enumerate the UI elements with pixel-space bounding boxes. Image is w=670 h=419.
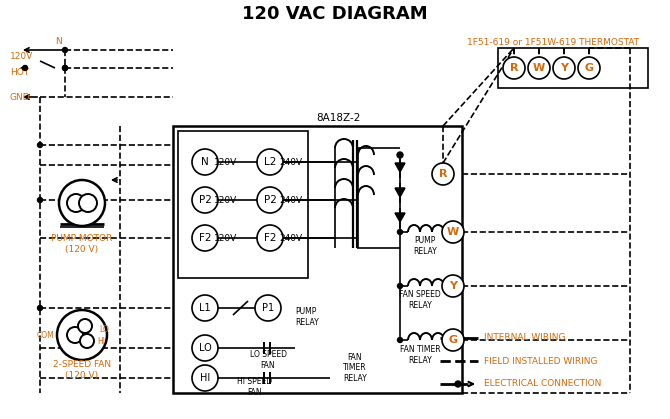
Text: 120V: 120V — [214, 196, 238, 204]
Circle shape — [397, 337, 403, 342]
Text: G: G — [584, 63, 594, 73]
Text: GND: GND — [10, 93, 31, 101]
Polygon shape — [395, 213, 405, 222]
Circle shape — [79, 194, 97, 212]
Circle shape — [578, 57, 600, 79]
Circle shape — [38, 305, 42, 310]
Circle shape — [255, 295, 281, 321]
Text: 120 VAC DIAGRAM: 120 VAC DIAGRAM — [242, 5, 428, 23]
Bar — [173, 126, 462, 393]
Circle shape — [38, 197, 42, 202]
Text: COM: COM — [36, 331, 54, 339]
Text: LO: LO — [99, 326, 109, 334]
Text: HI: HI — [97, 337, 105, 347]
Text: F2: F2 — [199, 233, 211, 243]
Text: 2-SPEED FAN
(120 V): 2-SPEED FAN (120 V) — [53, 360, 111, 380]
Text: PUMP MOTOR
(120 V): PUMP MOTOR (120 V) — [52, 234, 113, 253]
Text: HOT: HOT — [10, 67, 29, 77]
Text: R: R — [439, 169, 448, 179]
Circle shape — [442, 275, 464, 297]
Circle shape — [192, 335, 218, 361]
Circle shape — [442, 329, 464, 351]
Text: 240V: 240V — [279, 158, 303, 166]
Text: P1: P1 — [262, 303, 274, 313]
Text: L1: L1 — [199, 303, 211, 313]
Text: FAN TIMER
RELAY: FAN TIMER RELAY — [400, 345, 440, 365]
Text: N: N — [55, 36, 62, 46]
Text: P2: P2 — [198, 195, 212, 205]
Text: W: W — [533, 63, 545, 73]
Text: 240V: 240V — [279, 196, 303, 204]
Text: Y: Y — [449, 281, 457, 291]
Text: 8A18Z-2: 8A18Z-2 — [316, 113, 360, 123]
Circle shape — [528, 57, 550, 79]
Bar — [178, 131, 308, 278]
Circle shape — [257, 225, 283, 251]
Circle shape — [192, 149, 218, 175]
Text: HI SPEED
FAN: HI SPEED FAN — [237, 377, 273, 397]
Circle shape — [59, 180, 105, 226]
Polygon shape — [395, 188, 405, 197]
Text: LO: LO — [198, 343, 211, 353]
Text: PUMP
RELAY: PUMP RELAY — [413, 236, 437, 256]
Circle shape — [192, 365, 218, 391]
Text: G: G — [448, 335, 458, 345]
Circle shape — [62, 65, 68, 70]
Text: FAN SPEED
RELAY: FAN SPEED RELAY — [399, 290, 441, 310]
Circle shape — [57, 310, 107, 360]
Circle shape — [78, 319, 92, 333]
Text: PUMP
RELAY: PUMP RELAY — [295, 307, 319, 327]
Circle shape — [67, 327, 83, 343]
Text: 120V: 120V — [214, 158, 238, 166]
Circle shape — [455, 381, 461, 387]
Circle shape — [503, 57, 525, 79]
Text: W: W — [447, 227, 459, 237]
Circle shape — [192, 225, 218, 251]
Circle shape — [38, 142, 42, 147]
Text: ELECTRICAL CONNECTION: ELECTRICAL CONNECTION — [484, 380, 602, 388]
Text: FIELD INSTALLED WIRING: FIELD INSTALLED WIRING — [484, 357, 598, 365]
Bar — [498, 48, 648, 88]
Circle shape — [62, 65, 68, 70]
Text: 1F51-619 or 1F51W-619 THERMOSTAT: 1F51-619 or 1F51W-619 THERMOSTAT — [467, 37, 639, 47]
Circle shape — [397, 152, 403, 158]
Text: P2: P2 — [263, 195, 277, 205]
Text: HI: HI — [200, 373, 210, 383]
Text: Y: Y — [560, 63, 568, 73]
Circle shape — [397, 230, 403, 235]
Circle shape — [442, 221, 464, 243]
Circle shape — [67, 194, 85, 212]
Text: INTERNAL WIRING: INTERNAL WIRING — [484, 334, 565, 342]
Circle shape — [192, 187, 218, 213]
Text: F2: F2 — [264, 233, 276, 243]
Text: 120V: 120V — [214, 233, 238, 243]
Circle shape — [62, 47, 68, 52]
Text: 240V: 240V — [279, 233, 303, 243]
Text: N: N — [201, 157, 209, 167]
Text: LO SPEED
FAN: LO SPEED FAN — [249, 350, 287, 370]
Text: L2: L2 — [264, 157, 276, 167]
Text: 120V: 120V — [10, 52, 34, 60]
Text: R: R — [510, 63, 519, 73]
Polygon shape — [395, 163, 405, 172]
Circle shape — [80, 334, 94, 348]
Circle shape — [192, 295, 218, 321]
Circle shape — [257, 149, 283, 175]
Circle shape — [553, 57, 575, 79]
Circle shape — [432, 163, 454, 185]
Circle shape — [397, 284, 403, 289]
Circle shape — [23, 65, 27, 70]
Text: FAN
TIMER
RELAY: FAN TIMER RELAY — [343, 353, 367, 383]
Circle shape — [257, 187, 283, 213]
